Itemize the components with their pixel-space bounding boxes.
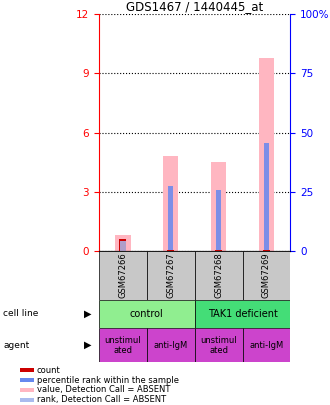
Text: ▶: ▶ [84,309,92,319]
Text: GSM67266: GSM67266 [118,253,127,298]
Text: anti-IgM: anti-IgM [154,341,188,350]
Title: GDS1467 / 1440445_at: GDS1467 / 1440445_at [126,0,263,13]
Bar [19,378,34,382]
Bar [195,251,243,300]
Bar [147,328,195,362]
Bar [168,186,174,251]
Text: cell line: cell line [3,309,39,318]
Bar [115,235,131,251]
Text: unstimul
ated: unstimul ated [105,336,141,355]
Bar [120,240,126,251]
Bar [211,162,226,251]
Bar [215,250,222,251]
Bar [99,251,147,300]
Text: unstimul
ated: unstimul ated [200,336,237,355]
Bar [243,328,290,362]
Text: TAK1 deficient: TAK1 deficient [208,309,278,319]
Text: control: control [130,309,164,319]
Bar [19,369,34,372]
Bar [19,398,34,402]
Text: agent: agent [3,341,30,350]
Bar [195,300,290,328]
Bar [163,156,179,251]
Bar [195,328,243,362]
Text: GSM67268: GSM67268 [214,253,223,298]
Bar [263,250,270,251]
Bar [99,328,147,362]
Text: count: count [37,366,60,375]
Bar [119,239,126,251]
Bar [264,143,269,251]
Bar [19,388,34,392]
Text: GSM67267: GSM67267 [166,253,175,298]
Bar [99,300,195,328]
Text: value, Detection Call = ABSENT: value, Detection Call = ABSENT [37,386,170,394]
Text: GSM67269: GSM67269 [262,253,271,298]
Text: ▶: ▶ [84,340,92,350]
Bar [243,251,290,300]
Text: percentile rank within the sample: percentile rank within the sample [37,375,179,385]
Bar [120,241,126,251]
Text: anti-IgM: anti-IgM [249,341,283,350]
Text: rank, Detection Call = ABSENT: rank, Detection Call = ABSENT [37,395,166,405]
Bar [259,58,274,251]
Bar [167,250,174,251]
Bar [147,251,195,300]
Bar [216,190,221,251]
